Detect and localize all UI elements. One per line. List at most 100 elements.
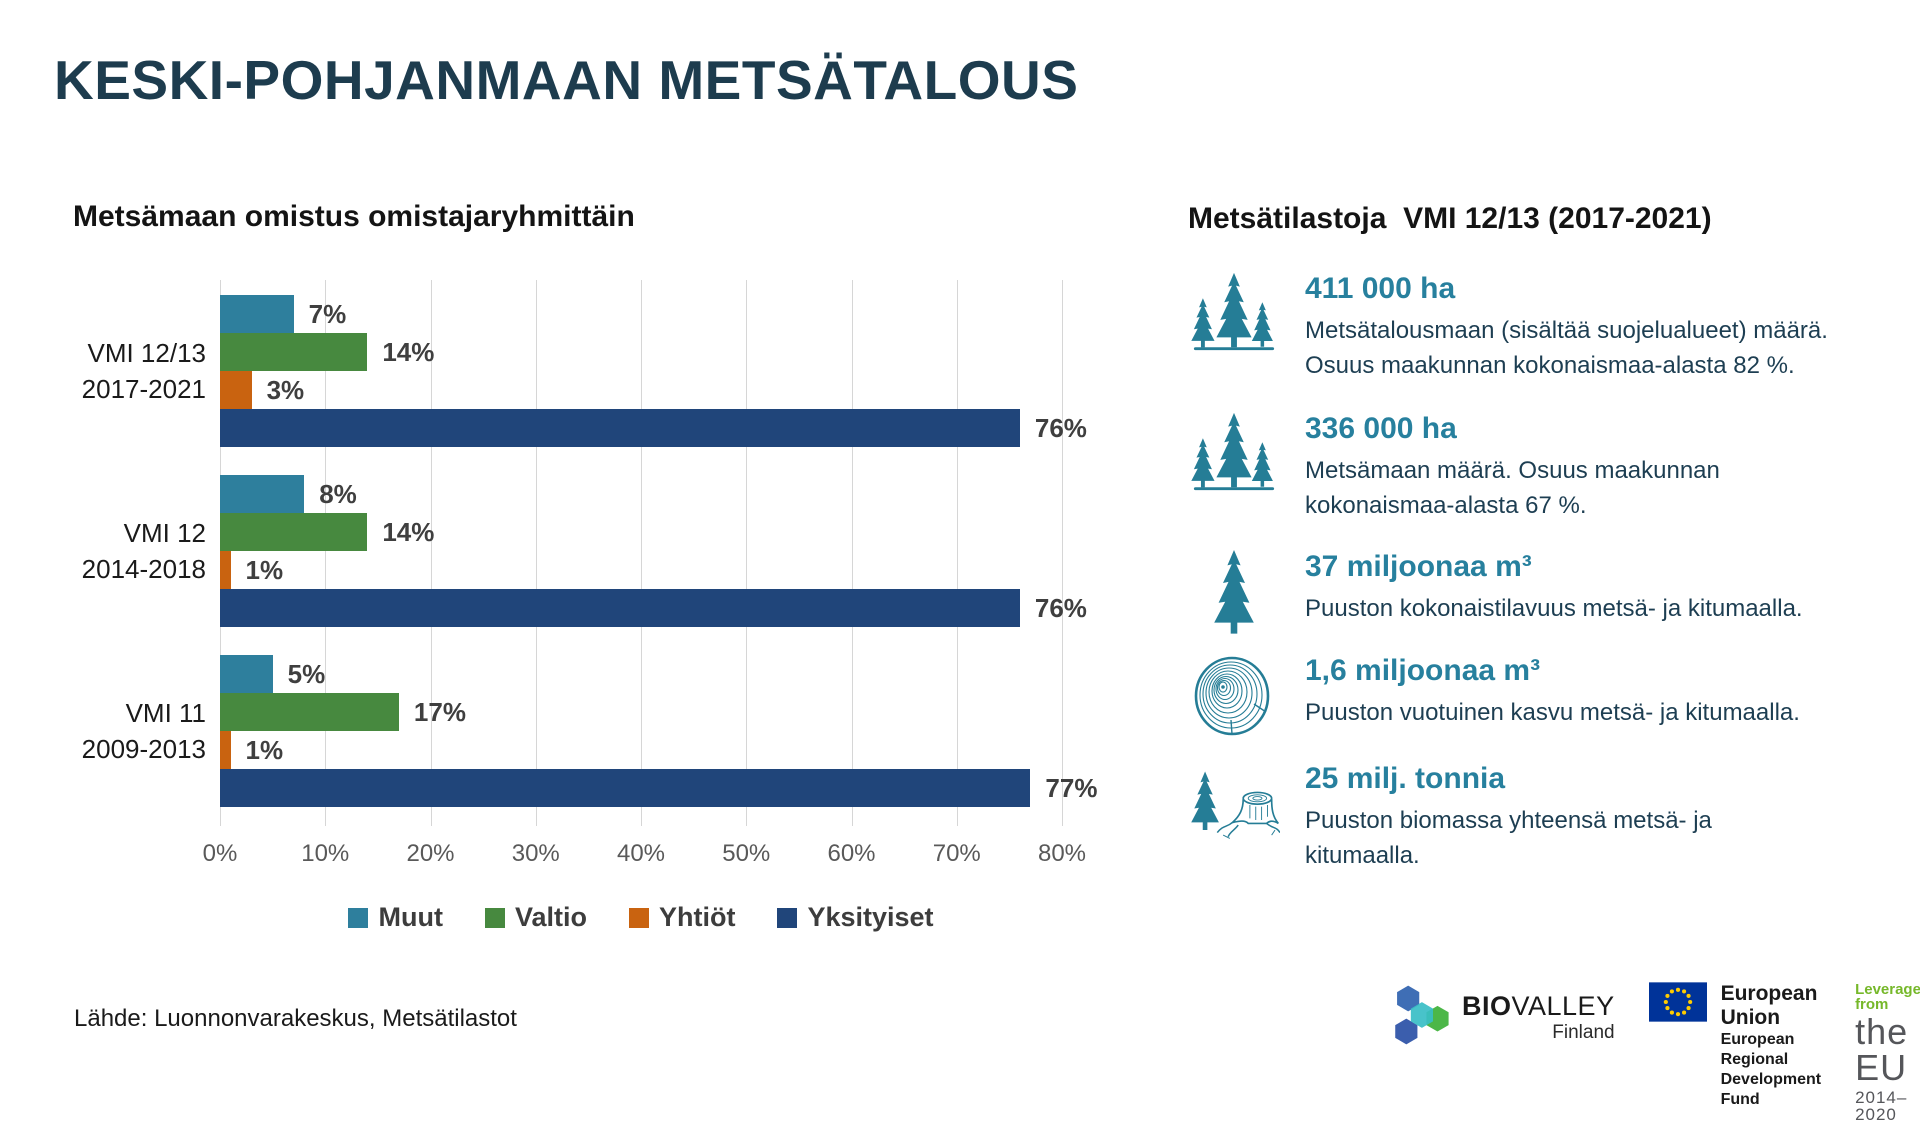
- legend-item: Valtio: [484, 902, 587, 933]
- x-axis-labels: 0% 10% 20% 30% 40% 50% 60% 70% 80%: [203, 840, 1086, 870]
- legend-label: Yksityiset: [807, 902, 934, 932]
- eu-logo: European Union European Regional Develop…: [1648, 982, 1822, 1110]
- stat-item: 37 miljoonaa m³ Puuston kokonaistilavuus…: [1188, 550, 1880, 638]
- stat-item: 25 milj. tonnia Puuston biomassa yhteens…: [1188, 762, 1880, 874]
- gridline: [430, 280, 432, 826]
- bar-value-label: 76%: [1034, 593, 1087, 623]
- biovalley-hex-icon: [1388, 982, 1454, 1053]
- gridline: [956, 280, 958, 826]
- spruce-tree-icon: [1188, 550, 1280, 638]
- legend-label: Muut: [378, 902, 443, 932]
- biovalley-logo: BIOVALLEY Finland: [1388, 982, 1615, 1053]
- legend-item: Yksityiset: [777, 902, 934, 933]
- bar-value-label: 8%: [319, 479, 357, 509]
- stat-desc: Puuston kokonaistilavuus metsä- ja kitum…: [1305, 595, 1803, 622]
- footer-logos: BIOVALLEY Finland European Union Europea…: [1388, 982, 1920, 1123]
- bar-value-label: 14%: [382, 337, 435, 367]
- x-tick-label: 40%: [616, 840, 666, 867]
- bar-value-label: 5%: [287, 659, 326, 689]
- stat-desc: Puuston biomassa yhteensä metsä- ja kitu…: [1305, 807, 1712, 869]
- biovalley-name-rest: VALLEY: [1511, 991, 1615, 1021]
- leverage-top-label: Leverage from: [1855, 981, 1920, 1013]
- x-tick-label: 70%: [932, 840, 981, 867]
- bar-value-label: 77%: [1045, 773, 1098, 803]
- legend-label: Yhtiöt: [658, 902, 736, 932]
- bar: [220, 731, 231, 769]
- ownership-chart: Metsämaan omistus omistajaryhmittäin VMI…: [73, 198, 1133, 988]
- bar-value-label: 14%: [382, 517, 435, 547]
- bar: [220, 655, 273, 693]
- x-tick-label: 50%: [722, 840, 771, 867]
- bar: [220, 693, 399, 731]
- eu-flag-icon: [1648, 982, 1707, 1027]
- bar: [220, 295, 294, 333]
- stat-value: 336 000 ha: [1305, 412, 1457, 445]
- x-tick-label: 0%: [202, 840, 238, 867]
- gridline: [641, 280, 642, 826]
- gridline: [535, 280, 537, 826]
- x-tick-label: 10%: [301, 840, 350, 867]
- forest-trees-icon: [1188, 412, 1280, 524]
- bar-group: VMI 12/13 2017-2021 7% 14% 3% 76%: [82, 295, 1087, 447]
- bar: [220, 551, 231, 589]
- category-label: VMI 12 2014-2018: [81, 517, 206, 584]
- bar: [220, 769, 1031, 807]
- stat-value: 411 000 ha: [1305, 272, 1456, 305]
- legend-item: Yhtiöt: [628, 902, 736, 933]
- stat-item: 1,6 miljoonaa m³ Puuston vuotuinen kasvu…: [1188, 654, 1880, 738]
- leverage-eu-logo: Leverage from the EU 2014–2020: [1855, 982, 1920, 1123]
- bar-group: VMI 12 2014-2018 8% 14% 1% 76%: [82, 475, 1087, 627]
- gridline: [746, 280, 748, 826]
- bar-value-label: 1%: [245, 555, 284, 585]
- gridline: [851, 280, 853, 826]
- category-label: VMI 11 2009-2013: [81, 697, 206, 764]
- x-tick-label: 20%: [406, 840, 455, 867]
- gridline: [1062, 280, 1063, 826]
- legend-item: Muut: [348, 902, 443, 933]
- eu-subtitle-1: European Regional: [1720, 1031, 1795, 1069]
- bar: [220, 409, 1020, 447]
- x-tick-label: 80%: [1037, 840, 1087, 867]
- tree-stump-icon: [1188, 762, 1280, 874]
- stat-desc: Puuston vuotuinen kasvu metsä- ja kituma…: [1305, 699, 1800, 726]
- x-tick-label: 30%: [511, 840, 560, 867]
- bar-value-label: 76%: [1034, 413, 1087, 443]
- page-title: KESKI-POHJANMAAN METSÄTALOUS: [54, 49, 1079, 111]
- plot-area: VMI 12/13 2017-2021 7% 14% 3% 76% VMI 12 2014…: [82, 280, 1097, 826]
- stat-value: 25 milj. tonnia: [1305, 762, 1506, 795]
- legend-swatch: [777, 907, 798, 928]
- stat-value: 37 miljoonaa m³: [1305, 550, 1532, 583]
- biovalley-country: Finland: [1552, 1022, 1615, 1043]
- bar: [220, 513, 368, 551]
- eu-title: European Union: [1720, 982, 1818, 1030]
- legend: Muut Valtio Yhtiöt Yksityiset: [220, 902, 1062, 933]
- bar: [220, 333, 368, 371]
- stat-item: 336 000 ha Metsämaan määrä. Osuus maakun…: [1188, 412, 1880, 524]
- biovalley-name-bold: BIO: [1462, 991, 1512, 1021]
- bar-value-label: 17%: [413, 697, 466, 727]
- bar: [220, 371, 252, 409]
- legend-label: Valtio: [514, 902, 587, 932]
- bar-group: VMI 11 2009-2013 5% 17% 1% 77%: [82, 655, 1097, 807]
- stats-heading: Metsätilastoja VMI 12/13 (2017-2021): [1188, 202, 1712, 235]
- x-tick-label: 60%: [827, 840, 876, 867]
- legend-swatch: [348, 907, 369, 928]
- forest-trees-icon: [1188, 272, 1280, 384]
- tree-rings-icon: [1188, 654, 1280, 738]
- category-label: VMI 12/13 2017-2021: [81, 337, 206, 404]
- source-note: Lähde: Luonnonvarakeskus, Metsätilastot: [74, 1005, 517, 1032]
- leverage-mid-label: the EU: [1855, 1011, 1909, 1088]
- bar-value-label: 1%: [245, 735, 284, 765]
- bar-value-label: 3%: [266, 375, 305, 405]
- legend-swatch: [484, 907, 505, 928]
- bar-value-label: 7%: [308, 299, 347, 329]
- stat-value: 1,6 miljoonaa m³: [1305, 654, 1541, 687]
- bar: [220, 589, 1020, 627]
- gridline: [325, 280, 327, 826]
- chart-title: Metsämaan omistus omistajaryhmittäin: [73, 200, 635, 233]
- biovalley-name: BIOVALLEY: [1462, 991, 1615, 1022]
- bar: [220, 475, 305, 513]
- eu-subtitle-2: Development Fund: [1720, 1071, 1822, 1109]
- stat-item: 411 000 ha Metsätalousmaan (sisältää suo…: [1188, 272, 1880, 384]
- legend-swatch: [628, 907, 649, 928]
